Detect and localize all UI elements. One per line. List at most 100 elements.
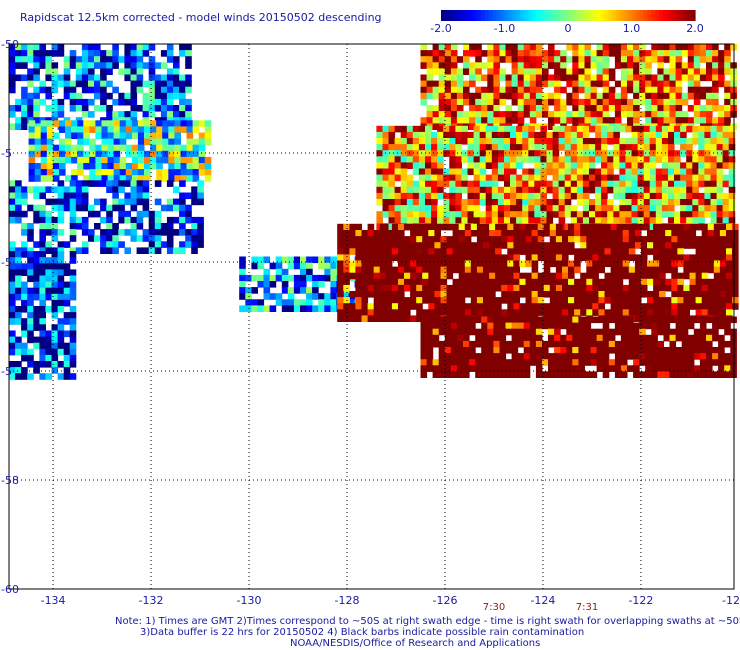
- data-cell: [479, 186, 487, 194]
- data-cell: [608, 74, 616, 82]
- data-cell: [669, 86, 677, 94]
- data-cell: [614, 359, 622, 366]
- data-cell: [467, 217, 475, 224]
- data-cell: [516, 192, 523, 200]
- data-cell: [548, 123, 555, 130]
- data-cell: [683, 260, 690, 268]
- data-cell: [592, 242, 599, 249]
- data-cell: [504, 131, 511, 139]
- data-cell: [540, 162, 547, 169]
- data-cell: [355, 248, 362, 255]
- data-cell: [355, 309, 362, 316]
- colorbar-cell: [587, 10, 593, 21]
- data-cell: [677, 230, 684, 237]
- data-cell: [643, 174, 651, 182]
- data-cell: [704, 150, 711, 157]
- data-cell: [657, 74, 664, 82]
- data-cell: [9, 336, 16, 344]
- data-cell: [192, 169, 200, 176]
- data-cell: [513, 284, 520, 292]
- data-cell: [440, 303, 448, 310]
- data-cell: [596, 365, 604, 372]
- data-cell: [174, 156, 181, 164]
- data-cell: [534, 156, 541, 163]
- data-cell: [306, 262, 313, 270]
- data-cell: [576, 186, 584, 194]
- data-cell: [186, 144, 194, 152]
- data-cell: [659, 303, 666, 310]
- data-cell: [614, 371, 622, 378]
- data-cell: [21, 117, 28, 124]
- data-cell: [602, 347, 610, 354]
- data-cell: [464, 303, 472, 310]
- data-cell: [481, 340, 488, 348]
- data-cell: [568, 260, 575, 268]
- data-cell: [695, 272, 703, 280]
- data-cell: [631, 205, 639, 212]
- data-cell: [728, 131, 736, 139]
- colorbar-cell: [651, 10, 656, 21]
- data-cell: [458, 260, 466, 268]
- data-cell: [39, 247, 46, 254]
- colorbar-cell: [448, 10, 454, 21]
- data-cell: [130, 62, 138, 69]
- data-cell: [174, 132, 181, 140]
- data-cell: [695, 254, 703, 261]
- data-cell: [437, 156, 444, 163]
- data-cell: [663, 105, 671, 112]
- data-cell: [412, 156, 420, 163]
- data-cell: [625, 186, 632, 194]
- data-cell: [661, 131, 669, 139]
- data-cell: [63, 192, 71, 200]
- data-cell: [438, 80, 446, 88]
- data-cell: [65, 144, 72, 152]
- data-cell: [33, 56, 40, 63]
- data-cell: [707, 284, 715, 292]
- data-cell: [306, 268, 313, 276]
- data-cell: [519, 242, 526, 249]
- colorbar-cell: [444, 10, 450, 21]
- data-cell: [568, 291, 575, 298]
- data-cell: [531, 284, 539, 292]
- data-cell: [39, 210, 46, 218]
- data-cell: [675, 44, 683, 51]
- data-cell: [63, 342, 71, 350]
- data-cell: [604, 254, 612, 261]
- data-cell: [528, 217, 535, 224]
- data-cell: [653, 260, 660, 268]
- data-cell: [438, 56, 446, 63]
- data-cell: [643, 162, 651, 169]
- data-cell: [428, 230, 435, 237]
- data-cell: [420, 353, 428, 360]
- data-cell: [592, 303, 599, 310]
- data-cell: [601, 144, 608, 151]
- data-cell: [422, 248, 429, 255]
- data-cell: [426, 117, 434, 124]
- data-cell: [552, 150, 560, 157]
- data-cell: [493, 56, 500, 63]
- data-cell: [106, 210, 113, 218]
- data-cell: [655, 192, 663, 200]
- data-cell: [517, 92, 525, 100]
- data-cell: [562, 260, 569, 268]
- data-cell: [69, 251, 77, 258]
- data-cell: [713, 303, 721, 310]
- data-cell: [680, 211, 687, 218]
- data-cell: [428, 260, 435, 268]
- data-cell: [665, 236, 672, 243]
- data-cell: [425, 144, 432, 151]
- data-cell: [639, 322, 646, 330]
- data-cell: [455, 156, 462, 163]
- data-cell: [398, 254, 405, 261]
- data-cell: [173, 186, 180, 193]
- data-cell: [112, 44, 119, 51]
- data-cell: [543, 223, 551, 231]
- data-cell: [40, 132, 48, 140]
- data-cell: [689, 303, 697, 310]
- data-cell: [400, 174, 408, 182]
- data-cell: [388, 205, 396, 212]
- data-cell: [160, 223, 168, 230]
- data-cell: [404, 297, 411, 304]
- data-cell: [683, 242, 690, 249]
- data-cell: [136, 86, 144, 94]
